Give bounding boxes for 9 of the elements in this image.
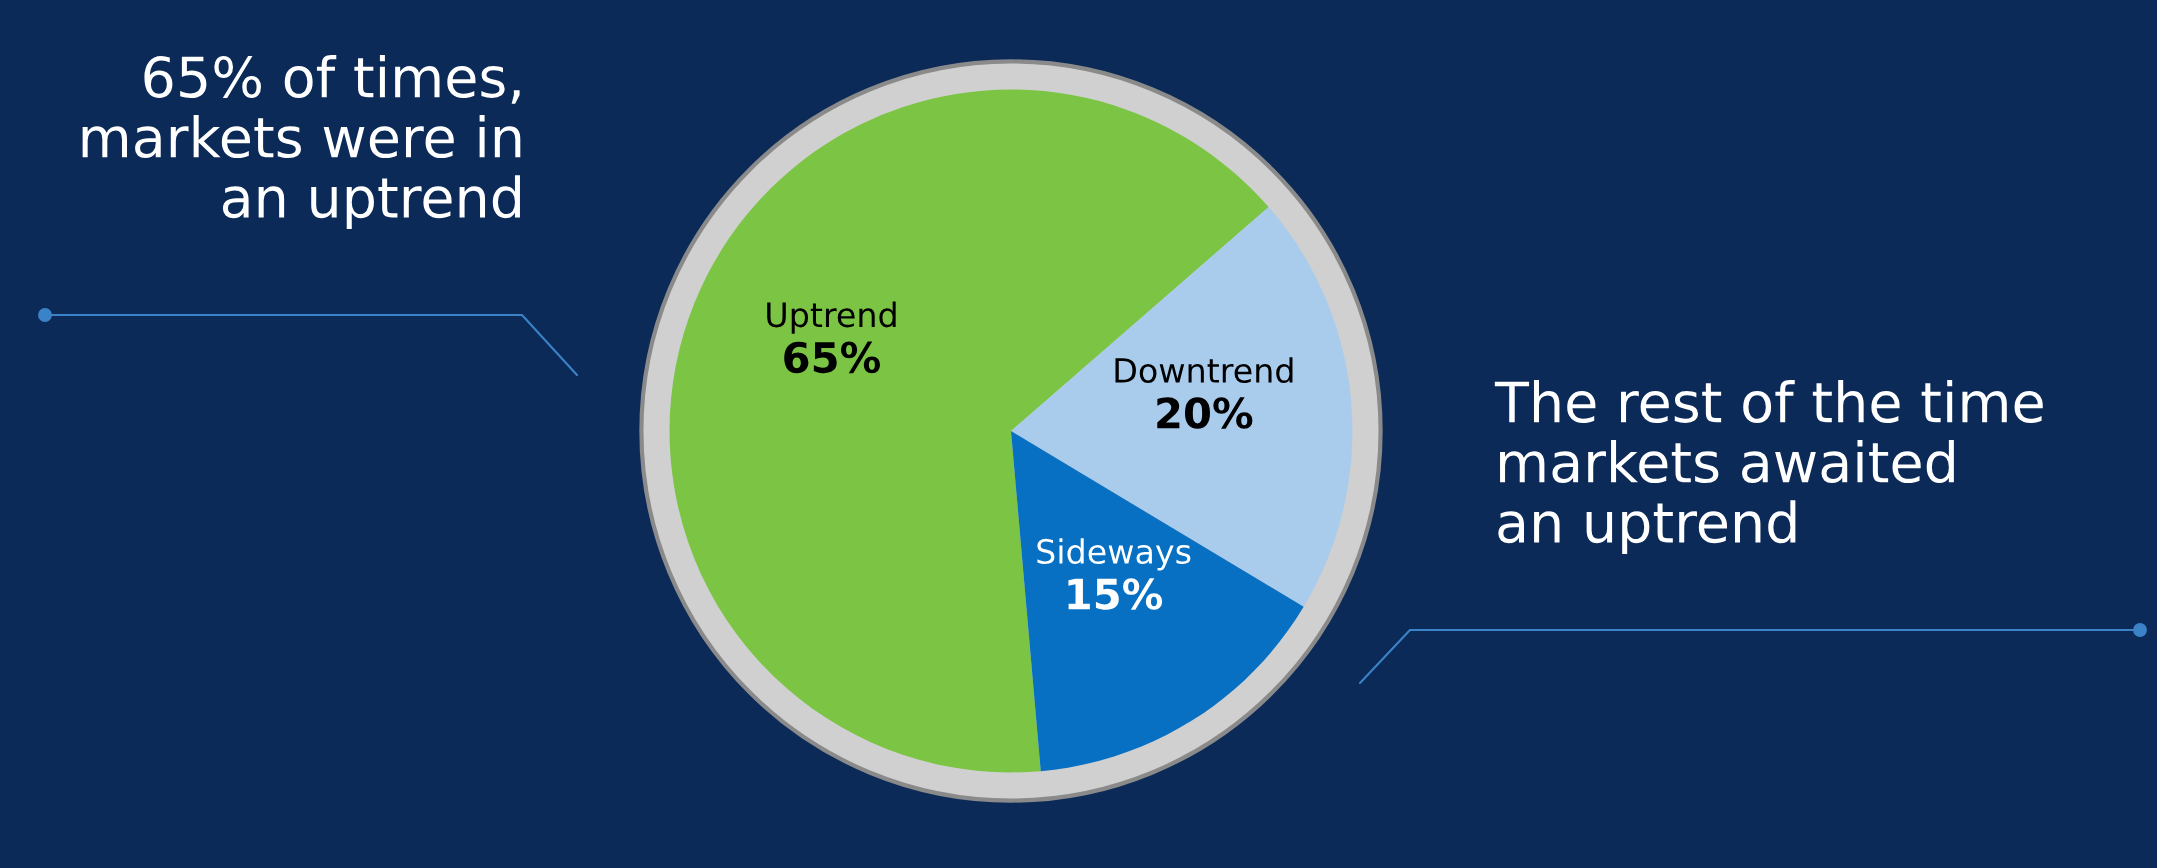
data-label: 15% xyxy=(1068,578,1163,610)
pie-slice xyxy=(1011,431,1304,772)
text: The rest of the time markets awaited an uptrend xyxy=(1494,380,2043,554)
data-label: 20% xyxy=(1157,397,1253,429)
data-label: 65% xyxy=(784,341,881,374)
slice-label: Downtrend xyxy=(1115,357,1293,384)
slice-label: Uptrend xyxy=(767,301,896,334)
slice-label: Sideways xyxy=(1037,538,1191,571)
text: 65% of times, markets were in an uptrend xyxy=(82,55,521,229)
